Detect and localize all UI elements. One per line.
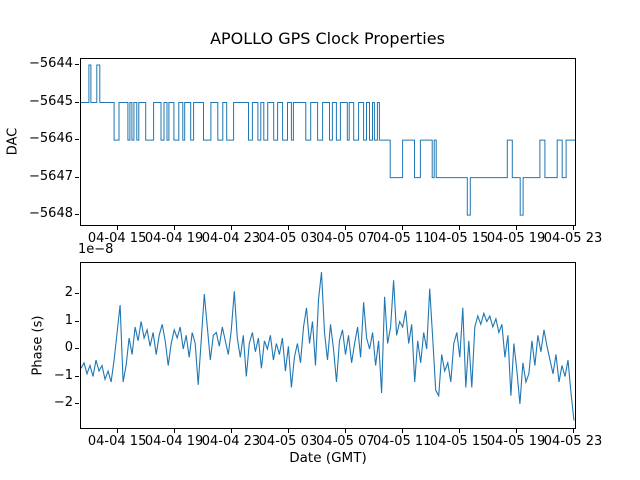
top-x-tick-label: 04-05 11	[373, 231, 432, 246]
axis-tick-mark	[75, 64, 79, 65]
y-offset-text: 1e−8	[78, 242, 114, 257]
axis-tick-mark	[402, 226, 404, 230]
top-axes	[80, 58, 576, 226]
bottom-y-tick-label: −1	[53, 367, 73, 383]
bottom-y-tick-label: 2	[64, 285, 73, 301]
axis-tick-mark	[75, 293, 79, 295]
axis-tick-mark	[75, 402, 79, 404]
axis-tick-mark	[459, 429, 461, 433]
axis-tick-mark	[75, 320, 79, 322]
axis-tick-mark	[230, 429, 232, 433]
top-y-axis-label: DAC	[5, 127, 21, 156]
top-y-tick-label: −5648	[29, 206, 73, 222]
bottom-x-tick-label: 04-04 15	[87, 434, 147, 449]
bottom-x-tick-label: 04-05 11	[373, 434, 432, 449]
top-x-tick-label: 04-04 19	[144, 231, 204, 246]
top-x-tick-label: 04-05 03	[258, 231, 318, 246]
x-axis-label: Date (GMT)	[289, 450, 367, 466]
phase-noise-plot	[81, 272, 575, 421]
axis-tick-mark	[573, 429, 575, 433]
bottom-x-tick-label: 04-05 03	[258, 434, 318, 449]
top-x-tick-label: 04-05 23	[543, 231, 603, 246]
bottom-y-tick-label: −2	[53, 394, 73, 410]
axis-tick-mark	[230, 226, 232, 230]
top-x-tick-label: 04-05 07	[316, 231, 375, 246]
axis-tick-mark	[174, 429, 176, 433]
axis-tick-mark	[75, 214, 79, 216]
axis-tick-mark	[174, 226, 176, 230]
axis-tick-mark	[459, 226, 461, 230]
top-x-tick-label: 04-05 15	[429, 231, 489, 246]
top-y-tick-label: −5645	[29, 93, 73, 109]
axis-tick-mark	[345, 226, 347, 230]
axis-tick-mark	[75, 176, 79, 178]
top-y-tick-label: −5646	[29, 131, 73, 147]
chart-title: APOLLO GPS Clock Properties	[210, 29, 445, 48]
bottom-x-tick-label: 04-05 19	[486, 434, 546, 449]
top-y-tick-label: −5644	[29, 56, 73, 71]
bottom-x-tick-label: 04-05 07	[316, 434, 375, 449]
bottom-x-tick-label: 04-04 19	[144, 434, 204, 449]
bottom-x-tick-label: 04-05 23	[543, 434, 603, 449]
bottom-y-tick-label: 0	[64, 340, 73, 356]
bottom-x-tick-label: 04-04 23	[201, 434, 261, 449]
top-x-tick-label: 04-04 15	[87, 231, 147, 246]
axis-tick-mark	[75, 348, 79, 350]
axis-tick-mark	[75, 375, 79, 377]
axis-tick-mark	[402, 429, 404, 433]
bottom-x-tick-label: 04-05 15	[429, 434, 489, 449]
axis-tick-mark	[516, 429, 518, 433]
axis-tick-mark	[573, 226, 575, 230]
axis-tick-mark	[117, 226, 119, 230]
axis-tick-mark	[287, 226, 289, 230]
axis-tick-mark	[345, 429, 347, 433]
axis-tick-mark	[117, 429, 119, 433]
top-x-tick-label: 04-04 23	[201, 231, 261, 246]
axis-tick-mark	[75, 139, 79, 141]
top-x-tick-label: 04-05 19	[486, 231, 546, 246]
axis-tick-mark	[287, 429, 289, 433]
axis-tick-mark	[516, 226, 518, 230]
dac-step-plot	[81, 64, 575, 216]
bottom-axes	[80, 262, 576, 429]
bottom-y-tick-label: 1	[64, 312, 73, 328]
top-y-tick-label: −5647	[29, 168, 73, 184]
axis-tick-mark	[75, 101, 79, 103]
